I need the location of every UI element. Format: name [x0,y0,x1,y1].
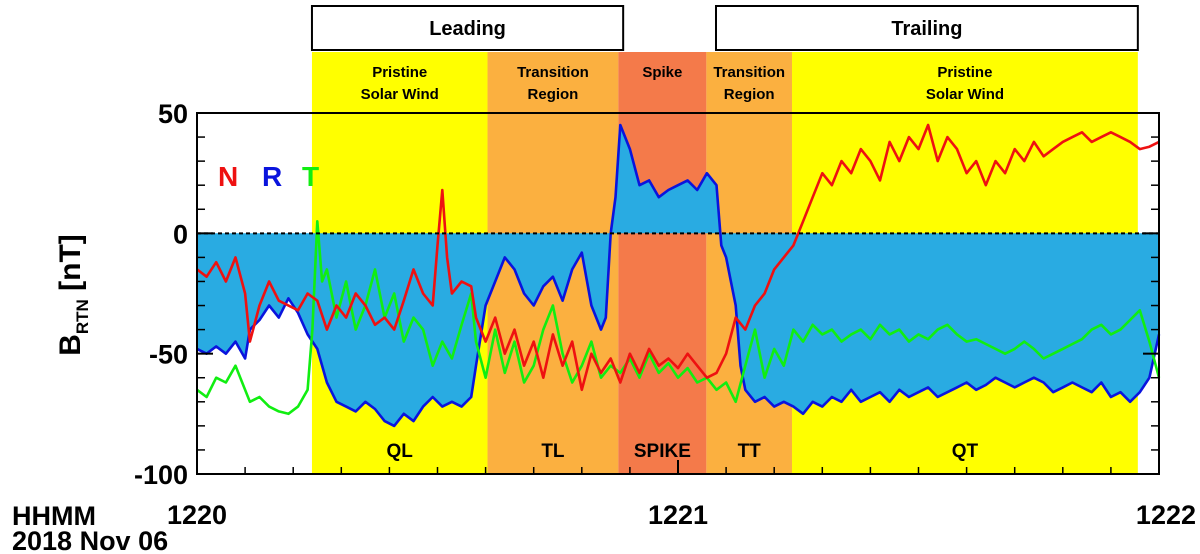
y-axis-label-unit: [nT] [54,234,87,291]
series-layer [196,123,1161,428]
headers-layer: Leading Trailing [310,5,1139,51]
region-top-label2-ql: Solar Wind [361,86,439,103]
x-tick-label: 1221 [648,500,708,530]
regions-layer: Pristine Solar Wind QL Transition Region TL Sp… [311,52,1138,474]
y-axis-label: BRTN [nT] [54,234,92,356]
date-label: 2018 Nov 06 [12,526,168,554]
region-bottom-label-spike: SPIKE [634,441,691,462]
header-box-trailing [714,5,1139,51]
y-axis-label-sub: RTN [73,299,92,334]
y-tick-label: -100 [134,460,188,490]
region-top-label-ql: Pristine [372,64,427,81]
series-line-n [196,123,1160,392]
legend-label-n: N [218,161,238,192]
y-tick-label: -50 [149,340,188,370]
region-top-label-spike: Spike [642,64,682,81]
region-bottom-label-qt: QT [952,441,979,462]
region-top-label-tt: Transition [713,64,785,81]
region-top-label-tl: Transition [517,64,589,81]
region-band-spike [618,52,707,474]
region-bottom-label-tt: TT [738,441,762,462]
legend-label-t: T [302,161,319,192]
series-line-r [196,123,1161,428]
region-top-label2-tt: Region [724,86,775,103]
header-label-trailing: Trailing [891,18,962,40]
y-axis-label-main: B [54,334,87,356]
series-line-t [196,220,1161,416]
region-bottom-label-ql: QL [387,441,414,462]
x-tick-label: 1220 [167,500,227,530]
y-tick-label: 0 [173,219,188,249]
region-bottom-label-tl: TL [541,441,565,462]
ticks-layer: 50 0 -50 -100 1220 1221 1222 [134,99,1196,530]
region-top-label-qt: Pristine [937,64,992,81]
header-box-leading [310,5,625,51]
x-axis-label: HHMM [12,501,96,531]
y-tick-label: 50 [158,99,188,129]
x-tick-label: 1222 [1136,500,1196,530]
header-label-leading: Leading [429,18,506,40]
region-top-label2-qt: Solar Wind [926,86,1004,103]
legend-label-r: R [262,161,282,192]
region-top-label2-tl: Region [528,86,579,103]
svg-text:BRTN [nT]: BRTN [nT] [54,234,92,356]
